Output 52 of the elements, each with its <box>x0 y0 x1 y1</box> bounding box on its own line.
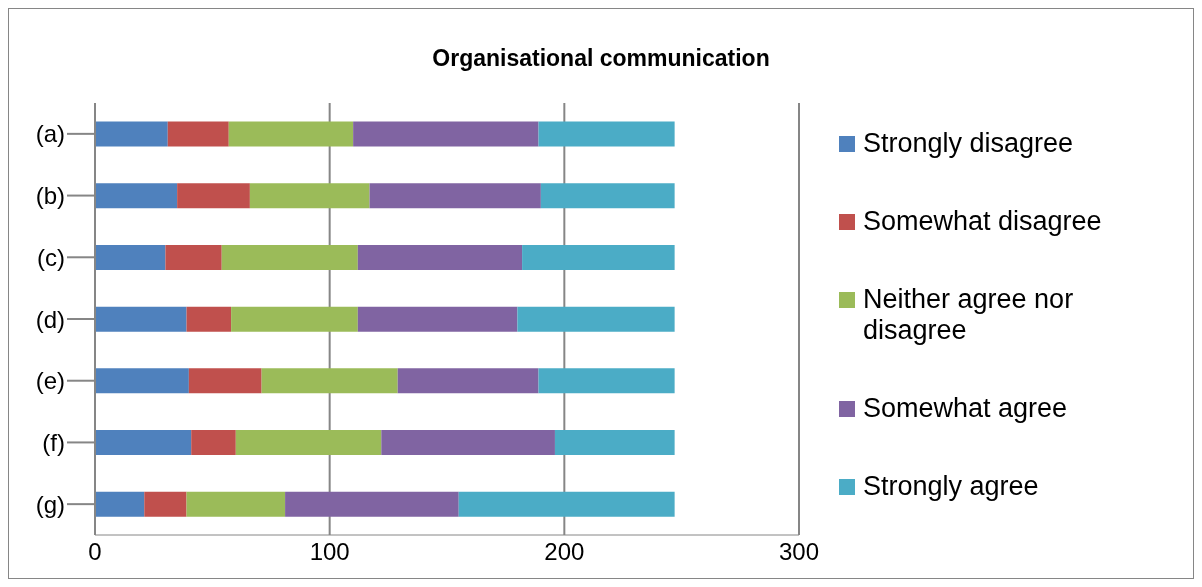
y-tick-label: (g) <box>35 490 65 518</box>
bar <box>353 121 539 147</box>
x-tick-label: 0 <box>88 538 102 566</box>
bar <box>95 121 168 147</box>
bar <box>95 430 192 456</box>
bar <box>538 121 675 147</box>
bar <box>285 491 459 517</box>
bar <box>95 368 189 394</box>
y-tick-label: (d) <box>35 305 65 333</box>
bar <box>165 244 222 270</box>
bar <box>540 183 675 209</box>
bar <box>261 368 398 394</box>
legend-label: Neither agree nor disagree <box>863 283 1075 346</box>
y-tick-label: (c) <box>37 243 65 271</box>
legend-label: Strongly disagree <box>863 128 1074 160</box>
bar <box>369 183 541 209</box>
bar <box>95 491 145 517</box>
bar <box>191 430 236 456</box>
legend-label: Somewhat agree <box>863 392 1068 424</box>
bar <box>188 368 262 394</box>
bar <box>522 244 675 270</box>
bar <box>381 430 555 456</box>
bar <box>167 121 229 147</box>
bar <box>186 491 286 517</box>
y-tick-label: (a) <box>35 120 65 148</box>
bar <box>95 244 166 270</box>
x-tick-label: 100 <box>309 538 350 566</box>
y-tick-label: (f) <box>42 428 65 456</box>
bar <box>95 306 187 332</box>
y-tick-label: (e) <box>35 367 65 395</box>
bar <box>554 430 675 456</box>
bar <box>458 491 675 517</box>
x-tick-label: 200 <box>544 538 585 566</box>
bar <box>95 183 178 209</box>
bar <box>249 183 370 209</box>
bar <box>538 368 675 394</box>
bar <box>228 121 354 147</box>
bar <box>177 183 250 209</box>
bar <box>397 368 539 394</box>
bar <box>231 306 358 332</box>
bar <box>235 430 382 456</box>
chart-title: Organisational communication <box>431 44 771 73</box>
bar <box>357 306 518 332</box>
bar <box>517 306 675 332</box>
legend-label: Strongly agree <box>863 470 1039 502</box>
bar <box>186 306 232 332</box>
bar <box>144 491 187 517</box>
bar <box>357 244 523 270</box>
bar <box>221 244 358 270</box>
x-tick-label: 300 <box>778 538 820 566</box>
y-tick-label: (b) <box>35 182 65 210</box>
legend-label: Somewhat disagree <box>863 206 1102 238</box>
